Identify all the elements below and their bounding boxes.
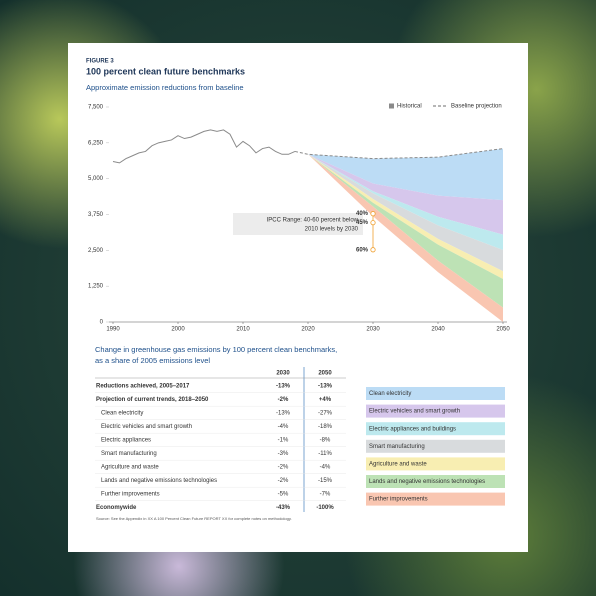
- annotation-label: 45%: [356, 220, 369, 226]
- cell: -27%: [318, 411, 333, 417]
- x-tick-label: 2010: [236, 327, 250, 333]
- row-label: Electric appliances: [101, 438, 151, 444]
- legend-swatch: [389, 103, 394, 109]
- legend-label: Historical: [397, 104, 422, 110]
- x-tick-label: 2050: [496, 327, 510, 333]
- x-tick-label: 2030: [366, 327, 380, 333]
- y-tick-label: 6,250: [88, 140, 104, 146]
- legend-box: [366, 404, 505, 418]
- x-tick-label: 2020: [301, 327, 315, 333]
- source-note: Source: See the Appendix in XX A 100 Per…: [96, 516, 292, 521]
- row-label: Smart manufacturing: [101, 451, 157, 457]
- row-label: Projection of current trends, 2018–2050: [96, 397, 209, 403]
- legend-label: Agriculture and waste: [369, 461, 427, 467]
- historical-line: [112, 129, 296, 164]
- legend-box: [366, 387, 505, 400]
- table-title: Change in greenhouse gas emissions by 10…: [95, 345, 337, 354]
- figure-label: FIGURE 3: [86, 59, 114, 65]
- cell: -13%: [276, 411, 291, 417]
- cell: -8%: [320, 438, 331, 444]
- legend-label: Electric appliances and buildings: [369, 426, 456, 432]
- legend-label: Smart manufacturing: [369, 444, 425, 450]
- column-header: 2050: [318, 371, 332, 377]
- row-label: Agriculture and waste: [101, 465, 159, 471]
- cell: -2%: [278, 397, 289, 403]
- annotation-label: 60%: [356, 247, 369, 253]
- legend-box: [366, 422, 505, 436]
- annotation-marker: [370, 211, 376, 217]
- column-header: 2030: [276, 371, 290, 377]
- stacked-area: [308, 154, 503, 251]
- annotation-marker: [370, 247, 376, 253]
- table-title: as a share of 2005 emissions level: [95, 356, 210, 365]
- cell: -1%: [278, 438, 289, 444]
- stacked-area: [308, 154, 503, 308]
- row-label: Further improvements: [101, 492, 160, 498]
- legend-label: Electric vehicles and smart growth: [369, 409, 460, 415]
- legend-label: Baseline projection: [451, 104, 502, 110]
- row-label: Economywide: [96, 505, 137, 511]
- row-label: Reductions achieved, 2005–2017: [96, 384, 190, 390]
- cell: -3%: [278, 451, 289, 457]
- cell: -15%: [318, 478, 333, 484]
- x-tick-label: 2040: [431, 327, 445, 333]
- annotation-label: 40%: [356, 211, 369, 217]
- y-tick-label: 2,500: [88, 248, 104, 254]
- baseline-line: [294, 148, 504, 160]
- cell: -5%: [278, 492, 289, 498]
- legend-box: [366, 457, 505, 471]
- x-tick-label: 1990: [106, 327, 120, 333]
- cell: +4%: [319, 397, 332, 403]
- legend-label: Lands and negative emissions technologie…: [369, 479, 485, 485]
- cell: -4%: [278, 424, 289, 430]
- stacked-area: [308, 154, 503, 235]
- cell: -13%: [276, 384, 291, 390]
- y-tick-label: 3,750: [88, 212, 104, 218]
- cell: -43%: [276, 505, 291, 511]
- y-tick-label: 0: [100, 320, 104, 326]
- y-tick-label: 7,500: [88, 105, 104, 111]
- y-tick-label: 5,000: [88, 176, 104, 182]
- legend-box: [366, 439, 505, 453]
- cell: -2%: [278, 465, 289, 471]
- cell: -11%: [318, 451, 332, 457]
- annotation-box: [233, 213, 363, 235]
- cell: -18%: [318, 424, 333, 430]
- annotation-text: IPCC Range: 40-60 percent below: [267, 218, 359, 224]
- row-label: Clean electricity: [101, 411, 143, 417]
- legend-box: [366, 492, 505, 506]
- stacked-area: [308, 154, 503, 279]
- cell: -4%: [320, 465, 331, 471]
- cell: -13%: [318, 384, 333, 390]
- x-tick-label: 2000: [171, 327, 185, 333]
- cell: -100%: [316, 505, 334, 511]
- stacked-area: [308, 154, 503, 272]
- chart-title: Approximate emission reductions from bas…: [86, 83, 244, 92]
- stacked-area: [308, 154, 503, 322]
- annotation-marker: [370, 220, 376, 226]
- row-label: Lands and negative emissions technologie…: [101, 478, 217, 484]
- stacked-area: [308, 148, 503, 201]
- annotation-text: 2010 levels by 2030: [305, 227, 359, 233]
- legend-label: Further improvements: [369, 497, 428, 503]
- row-label: Electric vehicles and smart growth: [101, 424, 192, 430]
- cell: -7%: [320, 492, 331, 498]
- figure-title: 100 percent clean future benchmarks: [86, 66, 245, 76]
- cell: -2%: [278, 478, 289, 484]
- legend-box: [366, 475, 505, 488]
- legend-label: Clean electricity: [369, 391, 411, 397]
- y-tick-label: 1,250: [88, 284, 104, 290]
